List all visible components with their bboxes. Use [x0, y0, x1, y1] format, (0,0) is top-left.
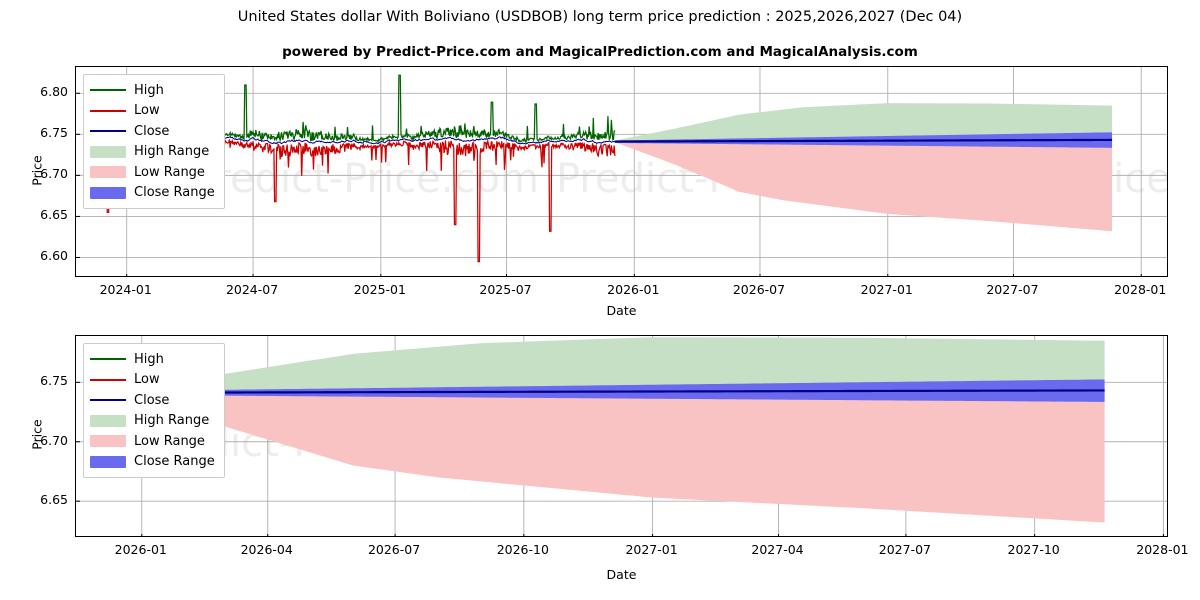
- legend-label: Close: [134, 392, 170, 408]
- legend-swatch-high-range-icon: [90, 414, 126, 427]
- legend-label: High Range: [134, 144, 210, 160]
- low-range-band: [614, 142, 1113, 232]
- bottom-chart-y-tick-label: 6.70: [40, 432, 68, 448]
- top-chart-y-tick-label: 6.65: [40, 207, 68, 223]
- bottom-chart-x-tick-label: 2027-07: [878, 542, 931, 557]
- top-chart-x-tick-label: 2024-07: [225, 282, 279, 297]
- bottom-chart-x-tick-label: 2027-10: [1007, 542, 1060, 557]
- bottom-chart-legend: High Low Close High Range Low Range Close Ran…: [83, 343, 225, 478]
- top-chart-y-tick-label: 6.70: [40, 166, 68, 182]
- bottom-chart-y-tick-label: 6.65: [40, 492, 68, 508]
- bottom-chart-x-tick-label: 2026-07: [367, 542, 421, 557]
- top-chart-x-tick-label: 2028-01: [1114, 282, 1167, 297]
- bottom-chart-y-tick-label: 6.75: [40, 373, 68, 389]
- bottom-chart-legend-entry-low-range: Low Range: [90, 431, 217, 452]
- top-chart-y-tick-label: 6.75: [40, 125, 68, 141]
- bottom-chart-x-tick-label: 2026-01: [114, 542, 167, 557]
- legend-label: Low: [134, 372, 160, 388]
- bottom-chart-x-tick-label: 2028-01: [1136, 542, 1189, 557]
- legend-swatch-low-icon: [90, 104, 126, 117]
- legend-swatch-close-range-icon: [90, 455, 126, 468]
- legend-label: Close Range: [134, 454, 215, 470]
- legend-swatch-high-icon: [90, 84, 126, 97]
- legend-label: Close: [134, 123, 170, 139]
- close-forecast-line: [102, 389, 1105, 394]
- top-chart-canvas: Predict-Price.comPredict-Price.comPredic…: [76, 67, 1167, 276]
- high-range-band: [102, 337, 1105, 393]
- top-chart-x-tick-label: 2027-07: [986, 282, 1039, 297]
- top-chart-plot-area: Predict-Price.comPredict-Price.comPredic…: [75, 66, 1168, 277]
- legend-label: Close Range: [134, 185, 215, 201]
- legend-label: Low: [134, 103, 160, 119]
- bottom-chart-x-axis-label: Date: [606, 567, 637, 582]
- top-chart-legend-entry-low: Low: [90, 101, 217, 122]
- legend-swatch-low-range-icon: [90, 435, 126, 448]
- bottom-chart-legend-entry-close-range: Close Range: [90, 452, 217, 473]
- legend-swatch-close-icon: [90, 394, 126, 407]
- legend-swatch-high-icon: [90, 353, 126, 366]
- bottom-chart-legend-entry-high: High: [90, 349, 217, 370]
- top-chart-legend-entry-close-range: Close Range: [90, 183, 217, 204]
- top-chart-legend-entry-high: High: [90, 80, 217, 101]
- legend-label: Low Range: [134, 433, 205, 449]
- legend-swatch-low-range-icon: [90, 166, 126, 179]
- legend-label: High: [134, 82, 164, 98]
- bottom-chart-legend-entry-close: Close: [90, 390, 217, 411]
- low-range-band: [102, 393, 1105, 523]
- legend-label: High Range: [134, 413, 210, 429]
- top-chart-legend-entry-low-range: Low Range: [90, 162, 217, 183]
- bottom-chart-x-tick-label: 2026-10: [496, 542, 549, 557]
- legend-label: Low Range: [134, 164, 205, 180]
- bottom-chart-x-tick-label: 2027-01: [625, 542, 678, 557]
- watermark-text: Predict-Price.com: [191, 156, 539, 202]
- top-chart-x-tick-label: 2025-01: [353, 282, 406, 297]
- bottom-chart-legend-entry-high-range: High Range: [90, 411, 217, 432]
- top-chart-legend-entry-close: Close: [90, 121, 217, 142]
- legend-swatch-high-range-icon: [90, 145, 126, 158]
- top-chart-x-tick-label: 2026-01: [607, 282, 660, 297]
- top-chart-x-tick-label: 2025-07: [479, 282, 532, 297]
- top-chart-x-axis-label: Date: [606, 303, 637, 318]
- top-chart-x-tick-label: 2027-01: [860, 282, 913, 297]
- high-range-band: [614, 103, 1113, 142]
- legend-swatch-close-range-icon: [90, 186, 126, 199]
- top-chart-legend: High Low Close High Range Low Range Close Ran…: [83, 74, 225, 209]
- legend-swatch-close-icon: [90, 125, 126, 138]
- close-forecast-line: [614, 138, 1113, 143]
- bottom-chart-x-tick-label: 2026-04: [240, 542, 293, 557]
- figure-title: United States dollar With Boliviano (USD…: [237, 9, 963, 25]
- top-chart-x-tick-label: 2024-01: [99, 282, 152, 297]
- top-chart-y-tick-label: 6.80: [40, 84, 68, 100]
- figure-subtitle: powered by Predict-Price.com and Magical…: [282, 44, 918, 60]
- legend-label: High: [134, 351, 164, 367]
- legend-swatch-low-icon: [90, 373, 126, 386]
- top-chart-x-tick-label: 2026-07: [732, 282, 786, 297]
- top-chart-y-tick-label: 6.60: [40, 248, 68, 264]
- top-chart-legend-entry-high-range: High Range: [90, 142, 217, 163]
- bottom-chart-x-tick-label: 2027-04: [751, 542, 804, 557]
- bottom-chart-legend-entry-low: Low: [90, 370, 217, 391]
